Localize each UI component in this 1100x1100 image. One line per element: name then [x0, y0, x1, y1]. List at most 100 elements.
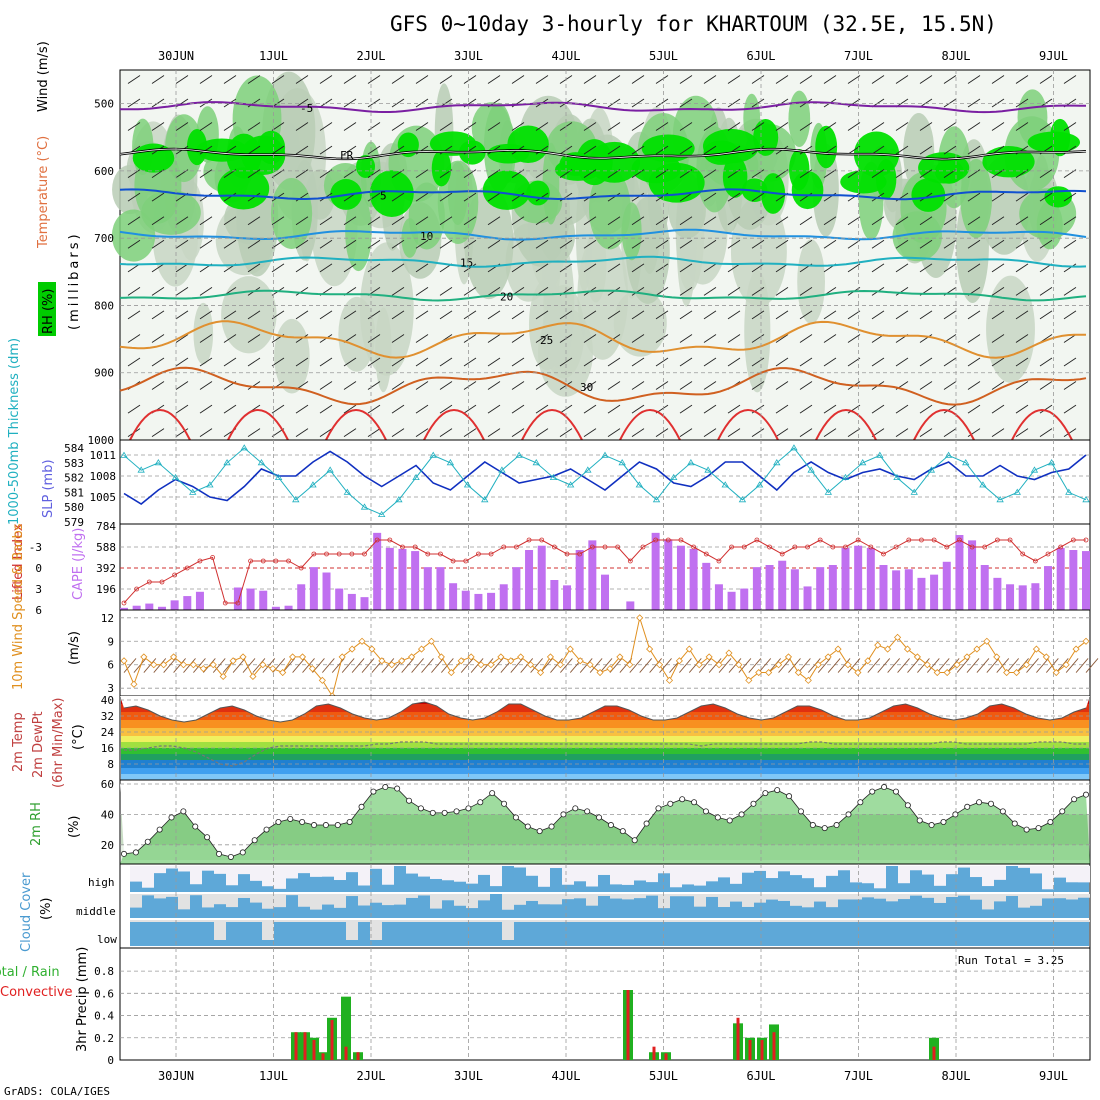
precip-convective-bar [652, 1046, 656, 1060]
wind10m-speed-marker [665, 676, 674, 684]
cloud-gap [490, 866, 502, 887]
lifted-index-marker [526, 537, 532, 543]
cloud-gap [526, 920, 538, 922]
wind10m-barb [698, 658, 712, 673]
cloud-gap [922, 920, 934, 922]
cloud-gap [898, 866, 910, 884]
wind10m-speed-marker [189, 661, 197, 669]
wind10m-barb [490, 658, 504, 673]
rh-contour-fill [703, 140, 740, 165]
isotherm-label: 20 [500, 290, 513, 303]
cape-bar [626, 601, 635, 610]
rh2m-marker [572, 805, 579, 812]
wind-barb [703, 310, 717, 320]
wind-barb [847, 404, 861, 414]
thickness-line [123, 447, 1087, 516]
wind-barb [367, 263, 381, 273]
cloud-gap [478, 920, 490, 922]
date-label-top: 6JUL [747, 49, 776, 63]
wind-barb [751, 334, 765, 343]
wind10m-speed-marker [487, 661, 495, 669]
wind-barb [247, 239, 261, 249]
wind-barb [439, 310, 453, 320]
wind10m-speed-marker [923, 661, 931, 669]
cloud-gap [1054, 894, 1066, 899]
cloud-gap [946, 894, 958, 898]
cloud-gap [610, 894, 622, 899]
wind10m-speed-marker [348, 645, 356, 653]
wind-barb [343, 428, 357, 438]
wind-barb [919, 263, 933, 273]
cloud-gap [526, 866, 538, 876]
thickness-marker [326, 466, 334, 473]
wind-barb [391, 310, 405, 320]
wind-barb [679, 310, 693, 320]
rh2m-marker [619, 828, 626, 835]
date-label-top: 3JUL [454, 49, 483, 63]
wind-barb [295, 357, 309, 367]
wind-barb [247, 381, 261, 390]
cape-bar [373, 532, 382, 610]
rh2m-marker [192, 823, 199, 830]
thickness-marker [841, 473, 850, 480]
thickness-marker [343, 488, 352, 495]
lifted-index-marker [324, 551, 329, 557]
thickness-tick-label: 583 [64, 457, 84, 470]
cloud-gap [334, 866, 346, 881]
wind-barb [607, 404, 621, 414]
wind-barb [1015, 239, 1029, 249]
cloud-gap [598, 894, 610, 896]
thickness-marker [515, 451, 523, 458]
cloud-gap [766, 866, 778, 879]
wind-barb [319, 75, 333, 84]
wind-barb [631, 334, 645, 343]
wind-barb [727, 334, 741, 343]
cloud-gap [310, 920, 322, 922]
wind-barb [871, 145, 885, 155]
cloud-gap [394, 894, 406, 905]
wind-barb [799, 310, 813, 320]
pressure-tick-label: 700 [94, 232, 114, 245]
wind-barb [583, 404, 597, 414]
wind-barb [247, 428, 261, 438]
cloud-gap [466, 920, 478, 922]
wind-barb [535, 357, 549, 367]
precip-panel: 0.8 0.6 0.4 0.2 0 Run Total = 3.25 3hr Preci… [0, 947, 1091, 1067]
cloud-gap [946, 920, 958, 922]
wind-barb [847, 334, 861, 343]
wind-barb [583, 169, 597, 179]
wind10m-speed-marker [398, 657, 406, 665]
wind-barb [391, 263, 405, 273]
cloud-gap [862, 920, 874, 922]
cape-bar [828, 565, 837, 610]
wind-barb [703, 357, 717, 367]
lifted-index-marker [387, 537, 393, 543]
cloud-gap [526, 894, 538, 901]
rh2m-marker [952, 811, 959, 818]
wind-barb [175, 357, 189, 367]
wind-barb [967, 428, 981, 438]
thickness-marker [566, 481, 575, 488]
cape-bar [1056, 547, 1065, 610]
cloud-gap [154, 894, 166, 899]
wind-barb [919, 428, 933, 438]
cape-bar [537, 545, 546, 610]
wind-barb [943, 404, 957, 414]
wind10m-barb [510, 658, 524, 673]
wind-barb [367, 75, 381, 84]
li-cape-panel: -3 0 3 6 784 588 392 196 Lifted Index CAPE (J/k… [11, 520, 1091, 617]
wind-barb [319, 357, 333, 367]
precip-convective-bar [760, 1040, 764, 1060]
rh2m-marker [322, 822, 329, 829]
wind-barb [703, 75, 717, 84]
thickness-marker [240, 444, 248, 451]
lifted-index-marker [412, 544, 418, 550]
temp2m-panel: 40 32 24 16 8 2m Temp 2m DewPt (6hr Min/Max)… [11, 694, 1091, 788]
cloud-gap [466, 894, 478, 909]
wind10m-speed-marker [646, 645, 654, 653]
isotherm-line [119, 188, 1087, 201]
cloud-gap [1066, 920, 1078, 922]
wind10m-speed-marker [546, 653, 555, 661]
wind10m-speed-marker [378, 657, 386, 665]
wind10m-speed-marker [685, 645, 693, 653]
